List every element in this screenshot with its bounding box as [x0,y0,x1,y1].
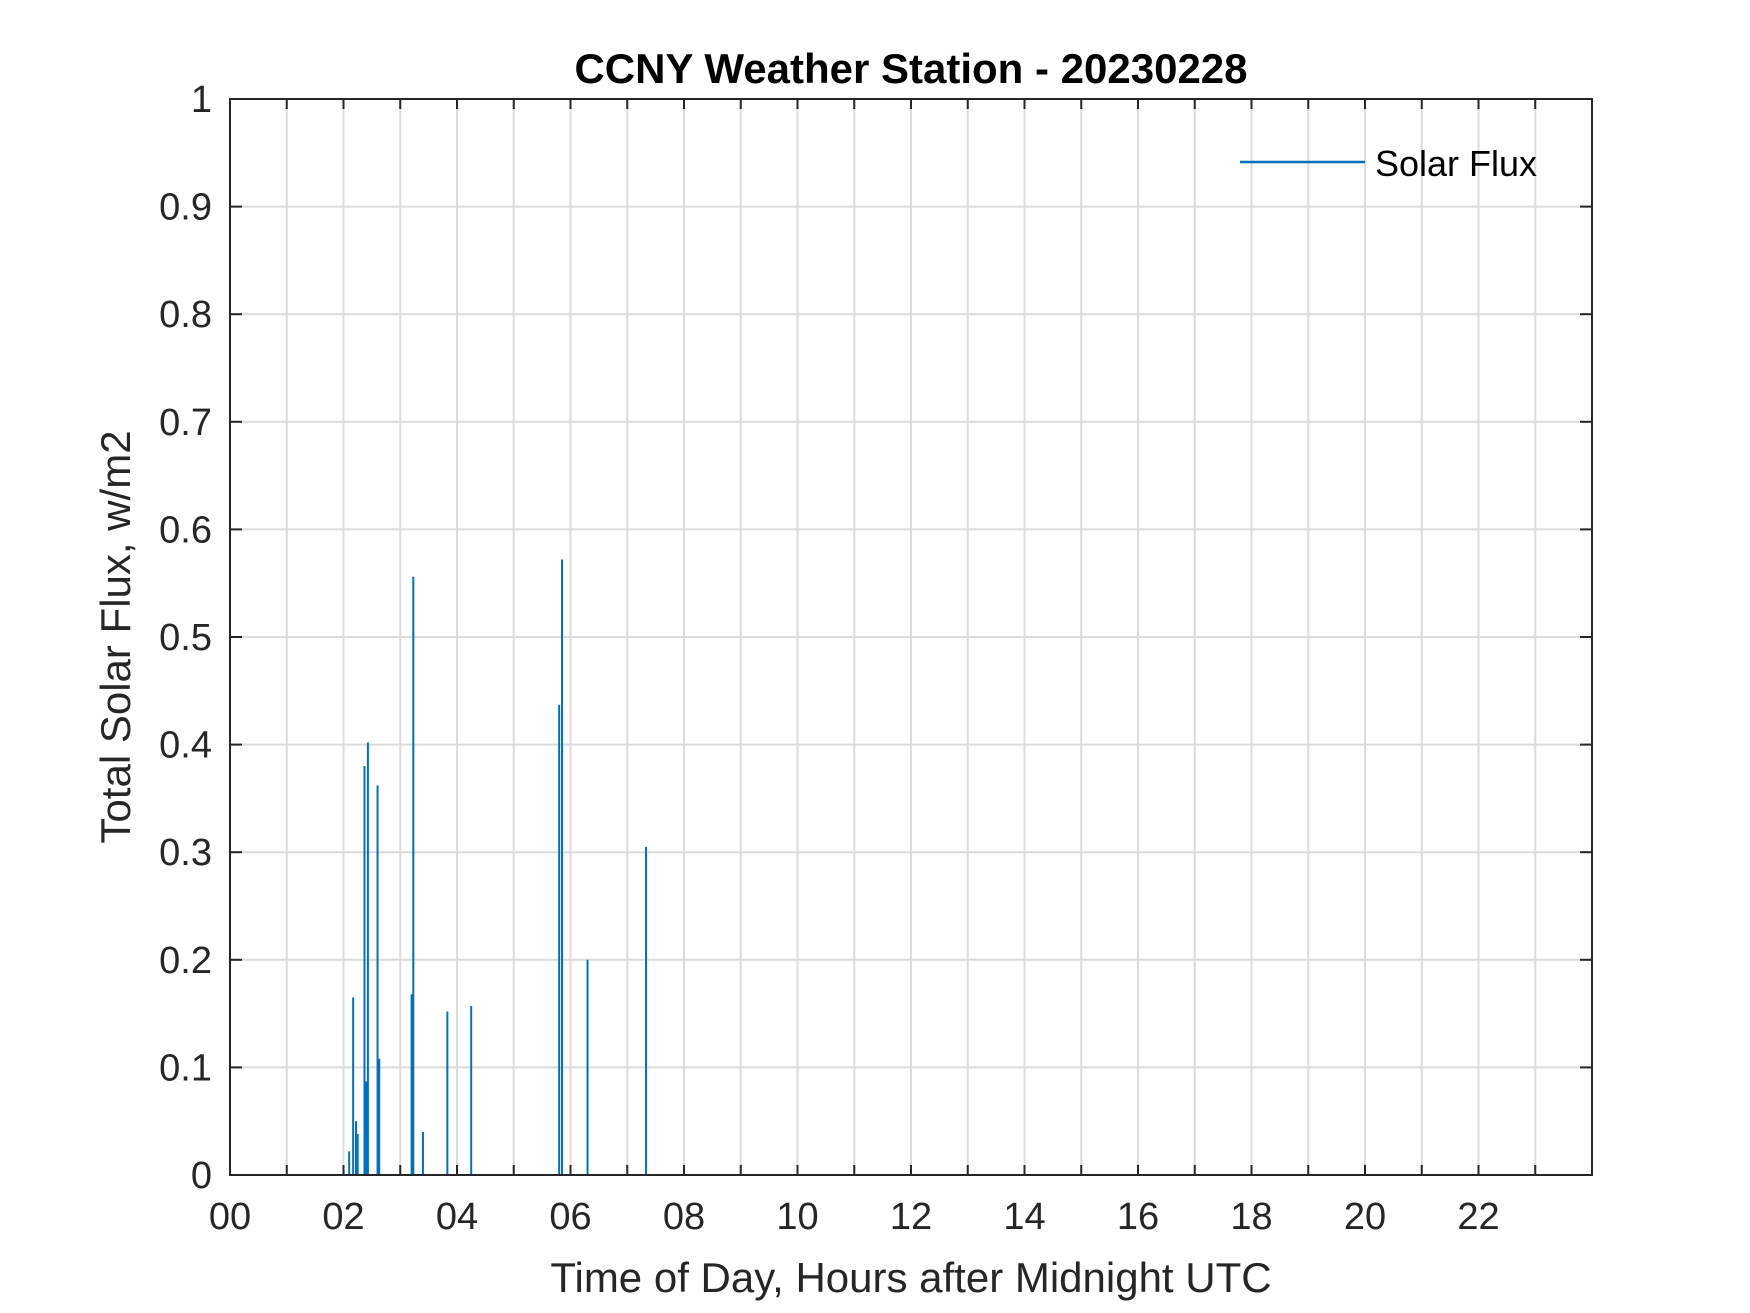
x-tick-label: 04 [436,1196,478,1238]
chart-title: CCNY Weather Station - 20230228 [574,45,1247,92]
grid [230,99,1592,1175]
y-tick-label: 0.7 [159,402,212,444]
x-tick-label: 18 [1230,1196,1272,1238]
x-tick-label: 00 [209,1196,251,1238]
y-axis-label: Total Solar Flux, w/m2 [92,430,139,843]
x-tick-label: 10 [776,1196,818,1238]
axis-ticks [230,98,1592,1176]
legend: Solar Flux [1240,143,1537,184]
y-tick-label: 0.1 [159,1047,212,1089]
y-tick-label: 0.8 [159,294,212,336]
x-tick-label: 22 [1457,1196,1499,1238]
x-axis-label: Time of Day, Hours after Midnight UTC [550,1254,1271,1301]
x-tick-label: 08 [663,1196,705,1238]
x-tick-label: 02 [322,1196,364,1238]
y-tick-label: 0.2 [159,940,212,982]
legend-entry-solar-flux: Solar Flux [1375,143,1537,184]
y-tick-label: 1 [191,79,212,121]
x-tick-label: 14 [1003,1196,1045,1238]
x-tick-label: 16 [1117,1196,1159,1238]
y-tick-label: 0 [191,1155,212,1197]
x-tick-label: 12 [890,1196,932,1238]
series-solar-flux [348,559,647,1175]
y-tick-label: 0.3 [159,832,212,874]
y-tick-label: 0.6 [159,509,212,551]
tick-labels: 0 0.1 0.2 0.3 0.4 0.5 0.6 0.7 0.8 0.9 1 00 02 04 06 08 1… [159,79,1499,1238]
y-tick-label: 0.5 [159,617,212,659]
y-tick-label: 0.9 [159,187,212,229]
x-tick-label: 20 [1344,1196,1386,1238]
x-tick-label: 06 [549,1196,591,1238]
y-tick-label: 0.4 [159,725,212,767]
